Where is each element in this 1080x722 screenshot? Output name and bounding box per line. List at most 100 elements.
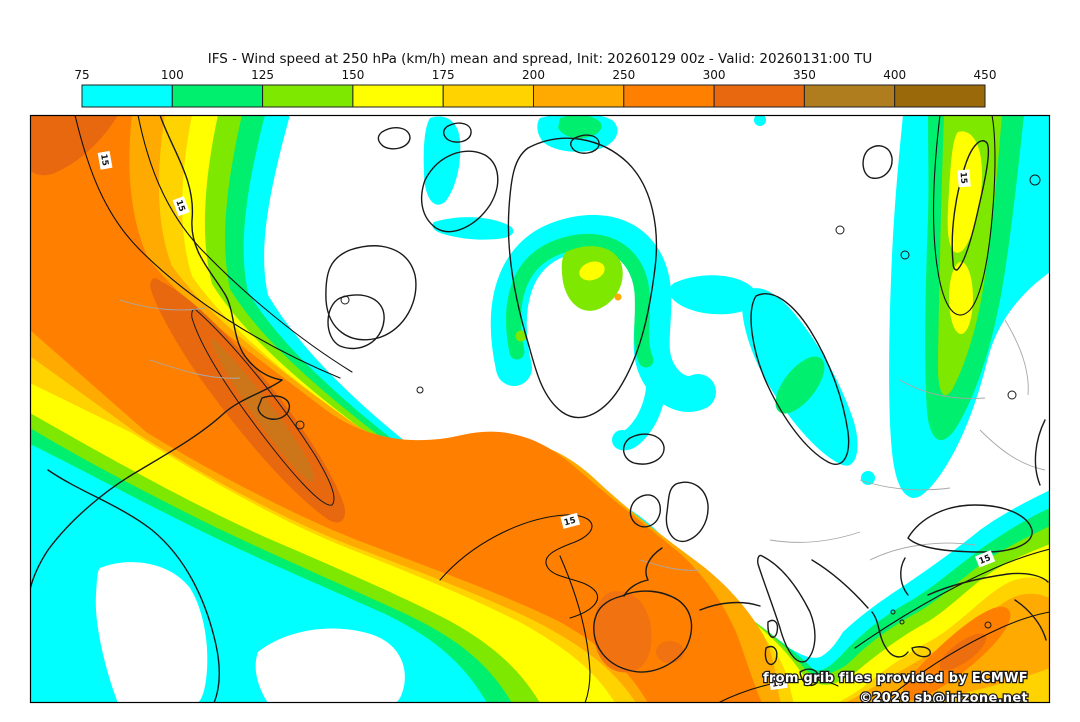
colorbar-tick: 75 xyxy=(74,68,89,82)
colorbar-swatches xyxy=(81,84,986,108)
greenland-arc-chartreuse-speck xyxy=(515,330,527,342)
jet-core-contour xyxy=(191,308,335,506)
baffin-island xyxy=(421,150,499,233)
contour-label-box: 15 xyxy=(560,512,580,529)
coastlines xyxy=(30,115,1049,703)
adriatic-coast xyxy=(811,559,869,609)
attribution-source: from grib files provided by ECMWF xyxy=(763,671,1028,686)
arctic-green-core xyxy=(558,115,602,139)
colorbar-swatch xyxy=(803,84,896,108)
us-east-coast xyxy=(47,469,220,703)
sicily xyxy=(799,668,819,687)
colorbar-tick: 300 xyxy=(703,68,726,82)
colorbar-swatch xyxy=(171,84,264,108)
contour-label-box: 15 xyxy=(172,196,190,217)
colorbar-tick: 125 xyxy=(251,68,274,82)
jet-band-orange xyxy=(30,115,762,703)
colorbar-swatch xyxy=(81,84,173,108)
contour-label-box: 15 xyxy=(957,169,971,188)
mediterranean-jet-core xyxy=(903,606,1011,701)
mediterranean-france xyxy=(699,601,761,611)
colorbar-swatch xyxy=(352,84,444,108)
contour-labels: 15 15 15 15 15 15 xyxy=(97,150,996,691)
greenland-coast xyxy=(507,137,658,419)
arctic-cyan-dot xyxy=(754,115,766,126)
greece-coast xyxy=(871,611,909,658)
colorbar: 75 100 125 150 175 200 250 300 350 400 4… xyxy=(74,68,996,108)
contour-label-text: 15 xyxy=(771,678,784,690)
minor-coastline-details xyxy=(295,174,1041,629)
right-band-yellow-core-north xyxy=(947,131,983,253)
iberia-orange-core xyxy=(593,591,652,673)
colorbar-swatch xyxy=(713,84,805,108)
colorbar-tick: 100 xyxy=(161,68,184,82)
scandinavia-coast xyxy=(750,293,850,465)
calm-pocket-west xyxy=(95,562,208,703)
arctic-island-1 xyxy=(377,127,411,150)
france-coast xyxy=(623,547,663,597)
colorbar-tick: 400 xyxy=(883,68,906,82)
map-frame xyxy=(29,114,1051,704)
contour-label-text: 15 xyxy=(978,553,993,567)
corsica xyxy=(767,619,779,638)
jet-band-chartreuse xyxy=(30,115,1050,703)
contour-label-text: 15 xyxy=(958,172,969,185)
right-band-yellow-core-south xyxy=(949,262,973,334)
map-canvas: 15 15 15 15 15 15 xyxy=(30,115,1050,706)
novaya-zemlya-band xyxy=(889,115,1050,498)
colorbar-swatch xyxy=(533,84,625,108)
newfoundland xyxy=(327,294,385,350)
colorbar-swatch xyxy=(894,84,986,108)
colorbar-tick: 175 xyxy=(432,68,455,82)
gulf-st-lawrence-coast xyxy=(30,379,283,591)
greenland-arc-green xyxy=(506,233,654,368)
jet-core-inner-stripe xyxy=(211,338,314,483)
attribution-copyright: ©2026 sb@irizone.net xyxy=(859,691,1028,706)
labrador-coast xyxy=(159,115,283,381)
colorbar-tick: 200 xyxy=(522,68,545,82)
turkey-south-coast xyxy=(927,572,1049,596)
caspian-edge xyxy=(1034,419,1046,486)
colorbar-tick: 150 xyxy=(341,68,364,82)
iberia-orange-spot xyxy=(656,641,684,663)
greenland-arc-yellow-spot xyxy=(579,261,605,281)
black-sea xyxy=(907,504,1033,553)
italy xyxy=(757,554,816,663)
nova-scotia xyxy=(257,395,291,420)
calm-pocket-central xyxy=(255,628,405,703)
scandinavia-green-core xyxy=(775,356,825,414)
scandinavia-band xyxy=(742,288,875,485)
colorbar-ticks: 75 100 125 150 175 200 250 300 350 400 4… xyxy=(74,68,996,82)
colorbar-tick: 250 xyxy=(612,68,635,82)
chart-title: IFS - Wind speed at 250 hPa (km/h) mean … xyxy=(208,51,873,67)
contour-label-box: 15 xyxy=(974,550,996,568)
contour-label-text: 15 xyxy=(563,516,577,529)
corner-dark-orange xyxy=(30,115,118,176)
colorbar-tick: 350 xyxy=(793,68,816,82)
attribution: from grib files provided by ECMWF ©2026 … xyxy=(762,670,1029,706)
arctic-island-3 xyxy=(570,134,600,154)
denmark-strait-cyan-patch xyxy=(669,275,757,315)
contour-label-box: 15 xyxy=(97,150,113,170)
great-britain xyxy=(665,481,709,543)
aegean-coast xyxy=(900,557,909,596)
colorbar-swatch xyxy=(442,84,535,108)
hudson-bay xyxy=(325,245,417,341)
colorbar-tick: 450 xyxy=(974,68,997,82)
ireland xyxy=(629,494,661,528)
crete xyxy=(911,646,931,658)
turkey-core-inner xyxy=(939,633,987,671)
sardinia xyxy=(764,645,778,666)
contour-label-text: 15 xyxy=(98,153,110,166)
colorbar-swatch xyxy=(623,84,715,108)
greenland-arc-amber-dot xyxy=(614,293,622,301)
iceland xyxy=(623,433,665,465)
svalbard xyxy=(862,145,893,179)
levant-coast xyxy=(1014,599,1047,641)
arctic-island-2 xyxy=(443,122,472,143)
calm-pockets xyxy=(95,562,405,703)
north-greenland-cyan-streak xyxy=(432,217,514,240)
contour-label-text: 15 xyxy=(173,199,186,214)
